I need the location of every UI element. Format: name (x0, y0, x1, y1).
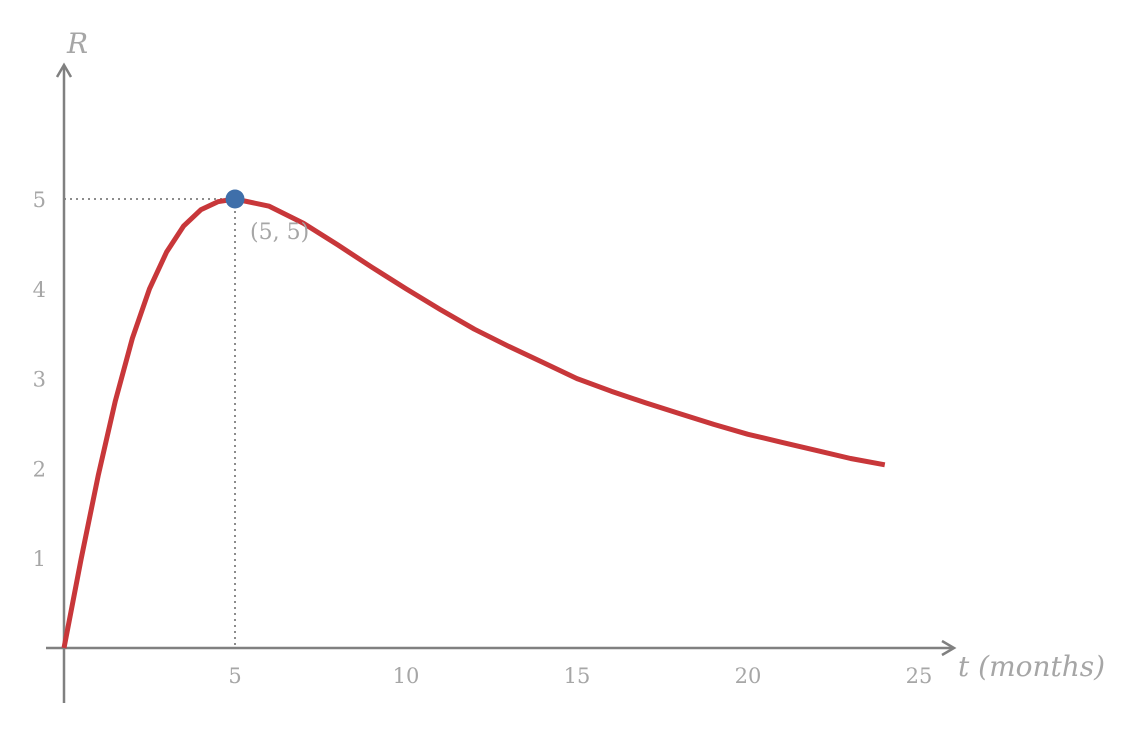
series-line (61, 196, 886, 649)
x-tick-label: 15 (564, 664, 591, 688)
x-tick-label: 20 (735, 664, 762, 688)
max-point-label: (5, 5) (250, 220, 309, 245)
point-layer: (5, 5) (225, 189, 309, 245)
y-tick-label: 2 (33, 457, 46, 481)
y-axis-arrow-icon (55, 62, 73, 78)
y-tick-label: 1 (33, 547, 46, 571)
y-tick-label: 5 (33, 188, 46, 212)
x-axis-arrow-icon (941, 639, 957, 657)
y-axis-title: R (66, 27, 88, 60)
y-tick-label: 3 (33, 368, 46, 392)
y-tick-label: 4 (33, 278, 46, 302)
curve-layer (61, 196, 886, 649)
x-tick-label: 10 (393, 664, 420, 688)
x-axis-title: t (months) (958, 650, 1105, 683)
x-tick-label: 25 (906, 664, 933, 688)
guide-lines (64, 198, 236, 648)
max-point-marker (225, 189, 245, 209)
axes (46, 62, 957, 703)
x-tick-label: 5 (228, 664, 241, 688)
tick-labels: 5 10 15 20 25 1 2 3 4 5 (33, 188, 933, 688)
